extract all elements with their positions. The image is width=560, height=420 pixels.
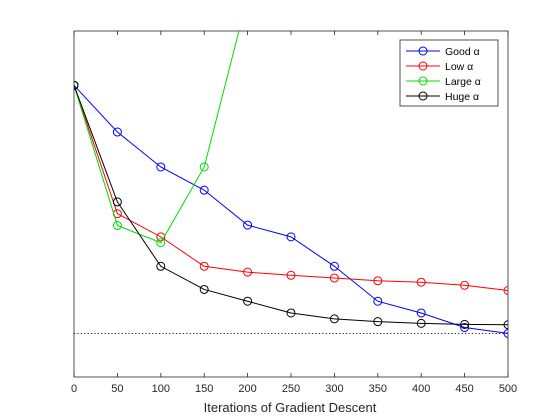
x-axis-label: Iterations of Gradient Descent	[204, 400, 377, 415]
legend-marker	[418, 91, 428, 101]
series-point	[243, 220, 253, 230]
legend-label: Low α	[445, 61, 473, 73]
series-line	[74, 31, 240, 244]
series-point	[199, 185, 209, 195]
series-point	[329, 273, 339, 283]
series-point	[460, 280, 470, 290]
series-point	[243, 267, 253, 277]
series-point	[156, 232, 166, 242]
series-point	[503, 328, 508, 338]
legend-entry: Huge α	[406, 91, 479, 103]
series-point	[503, 320, 508, 330]
series-0	[74, 80, 508, 338]
legend-marker	[418, 61, 428, 71]
series-point	[286, 270, 296, 280]
series-1	[74, 80, 508, 295]
series-point	[416, 308, 426, 318]
x-tick-label: 500	[499, 383, 517, 395]
series-point	[286, 232, 296, 242]
series-point	[112, 197, 122, 207]
series-point	[286, 308, 296, 318]
x-tick-label: 400	[412, 383, 430, 395]
series-3	[74, 80, 508, 330]
ticks-layer: 0 50 100 150 200 250 300 350 400 450 500	[71, 31, 517, 395]
series-point	[460, 319, 470, 329]
series-line	[74, 84, 508, 334]
series-point	[156, 261, 166, 271]
series-point	[503, 286, 508, 295]
series-line	[74, 85, 508, 291]
x-tick-label: 250	[282, 383, 300, 395]
x-tick-label: 100	[152, 383, 170, 395]
series-point	[156, 238, 166, 248]
series-point	[416, 318, 426, 328]
legend-marker	[418, 46, 428, 56]
series-point	[373, 296, 383, 306]
legend-entry: Good α	[406, 46, 480, 58]
legend: Good α Low α Large α Huge α	[399, 39, 499, 107]
legend-entry: Large α	[406, 76, 481, 88]
series-point	[156, 162, 166, 172]
series-point	[460, 323, 470, 333]
series-point	[199, 261, 209, 271]
series-point	[373, 317, 383, 327]
x-tick-label: 350	[369, 383, 387, 395]
series-line	[74, 85, 508, 326]
legend-label: Huge α	[445, 91, 479, 103]
x-tick-label: 300	[325, 383, 343, 395]
series-point	[112, 127, 122, 137]
x-tick-label: 200	[238, 383, 256, 395]
series-point	[199, 284, 209, 294]
series-point	[329, 314, 339, 324]
series-point	[199, 162, 209, 172]
series-point	[329, 261, 339, 271]
series-point	[243, 296, 253, 306]
legend-marker	[418, 76, 428, 86]
legend-entry: Low α	[406, 61, 473, 73]
series-point	[416, 277, 426, 287]
legend-label: Good α	[445, 46, 480, 58]
x-tick-label: 0	[71, 383, 77, 395]
series-layer	[74, 31, 508, 338]
x-tick-label: 450	[455, 383, 473, 395]
x-tick-label: 150	[195, 383, 213, 395]
series-point	[74, 80, 79, 90]
series-point	[112, 220, 122, 230]
x-tick-label: 50	[111, 383, 123, 395]
series-point	[373, 276, 383, 286]
legend-label: Large α	[445, 76, 481, 88]
